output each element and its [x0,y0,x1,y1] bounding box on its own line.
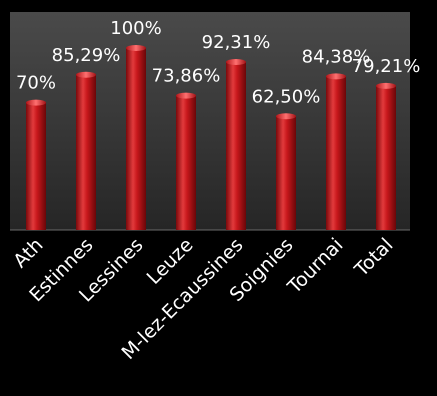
category-label-0: Ath [9,234,47,272]
value-label-5: 62,50% [252,86,321,107]
bar-cap [26,99,46,106]
value-label-4: 92,31% [202,32,271,53]
value-label-6: 84,38% [302,46,371,67]
value-label-3: 73,86% [152,66,221,87]
bar-body [126,48,146,230]
bar-cap [326,73,346,80]
bar-body [26,102,46,230]
bar-body [226,61,246,230]
bar-0 [26,99,46,230]
bar-6 [326,73,346,230]
bar-5 [276,113,296,230]
bar-1 [76,71,96,230]
category-labels-layer: AthEstinnesLessinesLeuzeM-lez-Ecaussines… [9,234,397,364]
bar-cap [126,45,146,51]
category-label-7: Total [350,234,398,282]
bar-4 [226,58,246,230]
value-label-7: 79,21% [352,56,421,77]
bar-2 [126,45,146,230]
bar-body [326,76,346,230]
bar-body [76,74,96,230]
bar-cap [376,82,396,89]
value-label-2: 100% [110,18,161,39]
bar-7 [376,82,396,230]
bar-3 [176,92,196,230]
value-label-1: 85,29% [52,45,121,66]
bar-body [176,95,196,230]
bar-cap [226,58,246,65]
bar-body [276,116,296,230]
category-label-6: Tournai [283,234,348,299]
bar-body [376,85,396,230]
bar-cap [76,71,96,78]
bars-layer [26,45,396,230]
value-label-0: 70% [16,73,56,94]
value-labels-layer: 70% 85,29% 100% 73,86% 92,31% 62,50% 84,38%79,… [16,18,420,107]
bar-cap [276,113,296,120]
bar-cap [176,92,196,99]
